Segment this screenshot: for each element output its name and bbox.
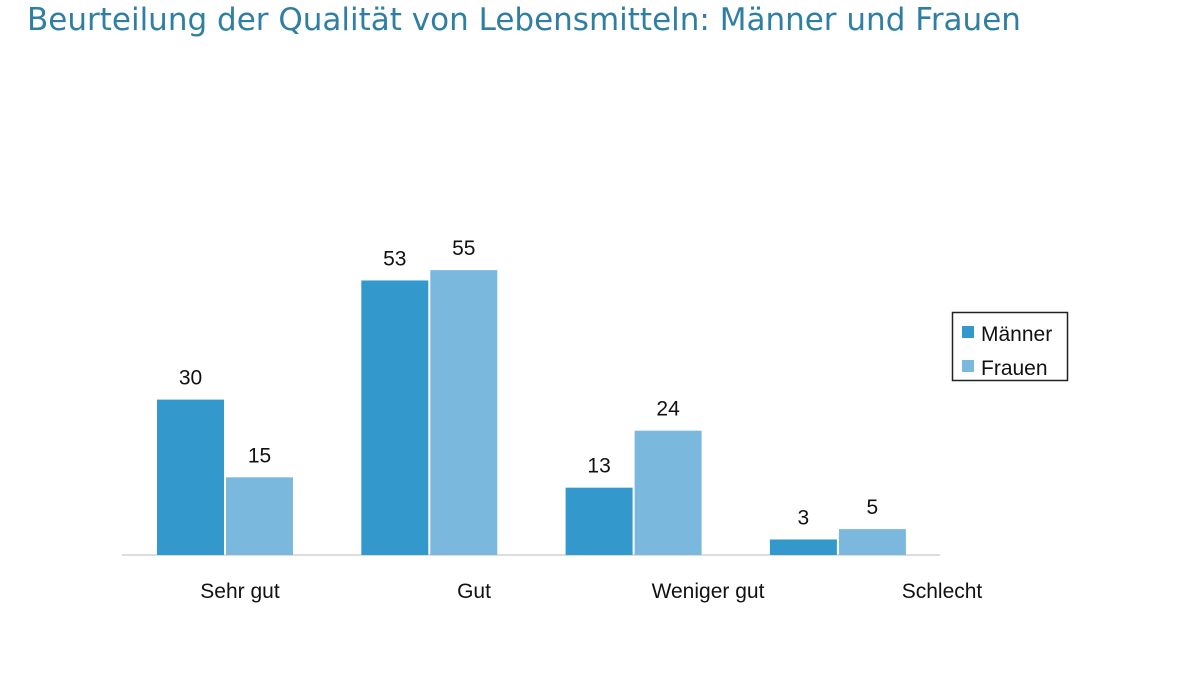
bar-männer-0: [157, 399, 224, 555]
data-label: 24: [656, 398, 680, 421]
data-label: 13: [587, 455, 610, 478]
bar-männer-2: [565, 487, 633, 555]
legend-swatch-männer: [962, 326, 974, 338]
category-label: Schlecht: [902, 580, 983, 603]
data-label: 53: [383, 247, 406, 270]
category-label: Gut: [457, 580, 491, 603]
bar-frauen-2: [634, 430, 702, 555]
category-label: Weniger gut: [652, 580, 765, 603]
category-label: Sehr gut: [200, 580, 280, 603]
data-label: 55: [452, 237, 475, 260]
legend-label: Männer: [981, 323, 1052, 346]
bar-frauen-0: [226, 477, 293, 555]
bar-männer-1: [361, 280, 429, 555]
legend-swatch-frauen: [962, 360, 974, 372]
bar-männer-3: [769, 539, 837, 555]
data-label: 30: [179, 367, 202, 390]
data-label: 5: [867, 496, 879, 519]
data-label: 15: [248, 444, 271, 467]
bar-frauen-3: [838, 529, 906, 555]
bar-frauen-1: [430, 270, 498, 555]
data-label: 3: [798, 506, 810, 529]
chart-title: Beurteilung der Qualität von Lebensmitte…: [27, 2, 1021, 38]
legend-label: Frauen: [981, 357, 1048, 380]
